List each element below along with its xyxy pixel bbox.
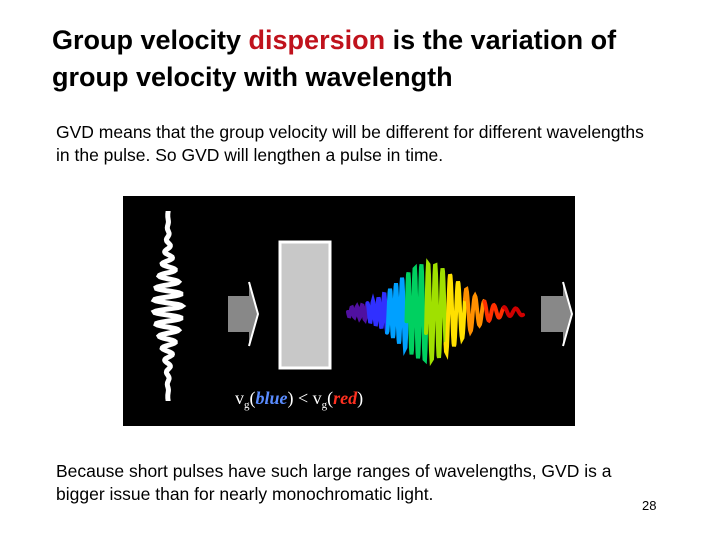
chirp-segment xyxy=(404,263,428,365)
caption-open1: ( xyxy=(249,388,256,408)
caption-lt: < xyxy=(293,388,313,408)
chirp-segment xyxy=(482,299,506,324)
caption-red: red xyxy=(333,388,358,408)
caption-v1: v xyxy=(235,388,244,408)
chirp-segment xyxy=(385,277,409,357)
chirp-segment xyxy=(365,291,389,335)
slide-number: 28 xyxy=(642,498,657,513)
caption-v2: v xyxy=(312,388,322,408)
paragraph-short-pulses: Because short pulses have such large ran… xyxy=(56,461,612,504)
dispersion-figure: vg(blue) < vg(red) xyxy=(123,196,575,426)
caption-sub2: g xyxy=(321,399,328,411)
chirp-segment xyxy=(346,301,370,325)
chirped-pulse-waveform xyxy=(346,258,525,367)
input-pulse-waveform xyxy=(150,211,187,401)
chirp-segment xyxy=(502,305,525,319)
chirp-segment xyxy=(463,286,487,337)
slide-title: Group velocity dispersion is the variati… xyxy=(52,22,692,96)
caption-blue: blue xyxy=(255,388,288,408)
chirp-segment xyxy=(424,258,448,367)
caption-sub1: g xyxy=(244,399,250,411)
caption-open2: ( xyxy=(327,388,334,408)
caption-close1: ) xyxy=(287,388,294,408)
chirp-segment xyxy=(443,273,467,360)
dispersive-medium xyxy=(278,240,332,370)
title-part1: Group velocity xyxy=(52,25,249,55)
caption-close2: ) xyxy=(357,388,364,408)
title-part2: is the variation of group velocity with … xyxy=(52,25,617,92)
input-arrow xyxy=(228,281,260,347)
output-arrow xyxy=(541,281,574,347)
dispersion-diagram xyxy=(150,211,574,401)
group-velocity-caption: vg(blue) < vg(red) xyxy=(235,388,363,411)
title-accent: dispersion xyxy=(248,25,386,55)
paragraph-gvd-meaning: GVD means that the group velocity will b… xyxy=(56,122,644,165)
